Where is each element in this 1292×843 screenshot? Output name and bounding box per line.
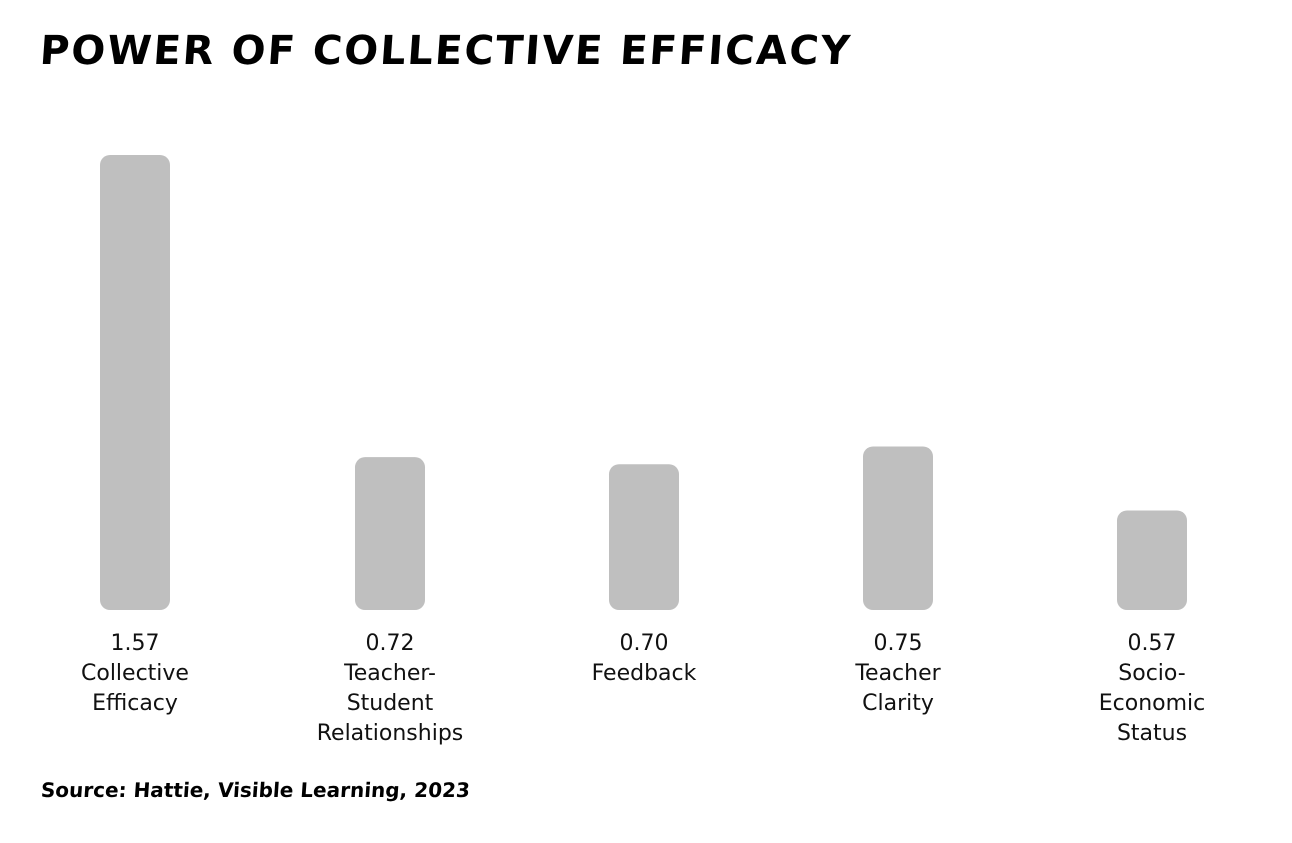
category-label-collective-efficacy-line-1: Collective (81, 661, 189, 686)
value-label-teacher-student-relationships: 0.72 (366, 631, 415, 656)
category-label-teacher-student-relationships-line-1: Teacher- (343, 661, 436, 686)
category-label-teacher-clarity-line-2: Clarity (862, 691, 934, 716)
value-label-feedback: 0.70 (620, 631, 669, 656)
bar-feedback (609, 464, 679, 610)
category-label-teacher-student-relationships-line-2: Student (347, 691, 434, 716)
category-label-socio-economic-status-line-3: Status (1117, 721, 1187, 746)
bar-collective-efficacy (100, 155, 170, 610)
category-label-feedback-line-1: Feedback (592, 661, 697, 686)
bar-socio-economic-status (1117, 510, 1187, 610)
category-label-teacher-clarity-line-1: Teacher (854, 661, 941, 686)
category-label-socio-economic-status-line-2: Economic (1099, 691, 1206, 716)
category-label-socio-economic-status-line-1: Socio- (1118, 661, 1185, 686)
value-label-collective-efficacy: 1.57 (111, 631, 160, 656)
category-label-teacher-student-relationships-line-3: Relationships (317, 721, 464, 746)
bar-teacher-student-relationships (355, 457, 425, 610)
source-note: Source: Hattie, Visible Learning, 2023 (40, 778, 471, 802)
value-label-socio-economic-status: 0.57 (1128, 631, 1177, 656)
bar-teacher-clarity (863, 446, 933, 610)
value-label-teacher-clarity: 0.75 (874, 631, 923, 656)
category-label-collective-efficacy-line-2: Efficacy (92, 691, 178, 716)
